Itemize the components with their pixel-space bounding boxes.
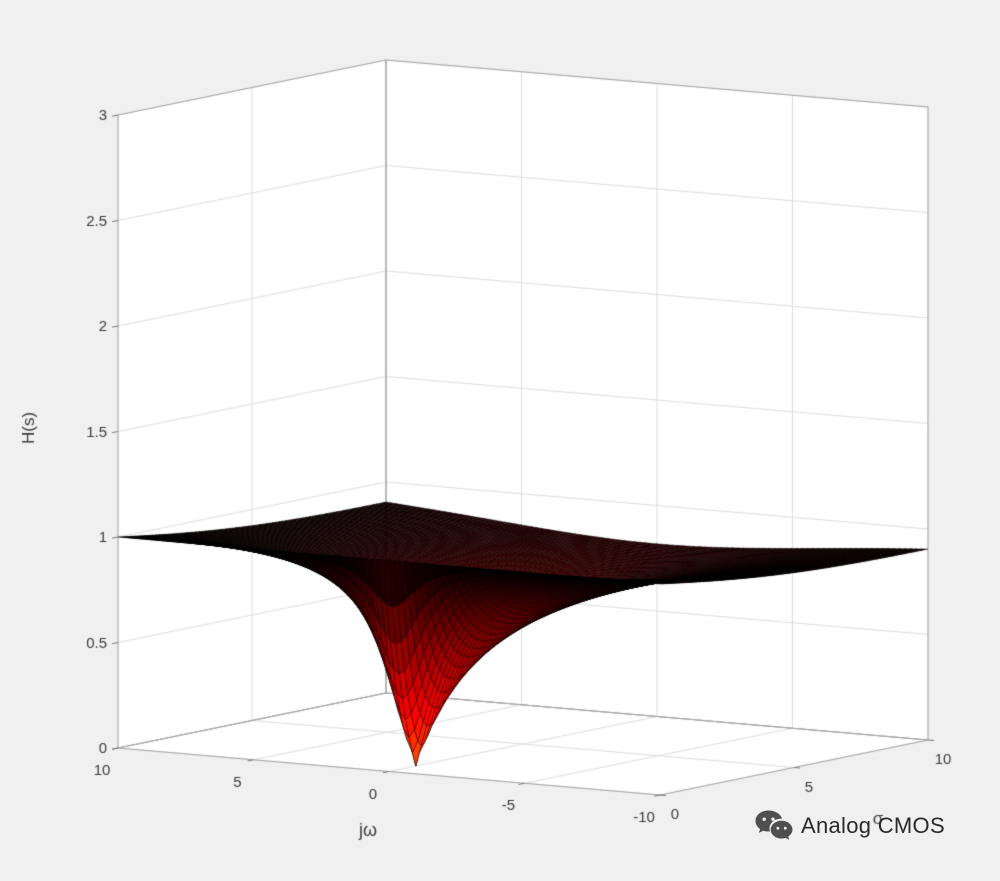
wechat-icon [755, 810, 793, 840]
watermark-text: Analog CMOS [801, 813, 945, 838]
watermark: Analog CMOS [754, 809, 945, 843]
